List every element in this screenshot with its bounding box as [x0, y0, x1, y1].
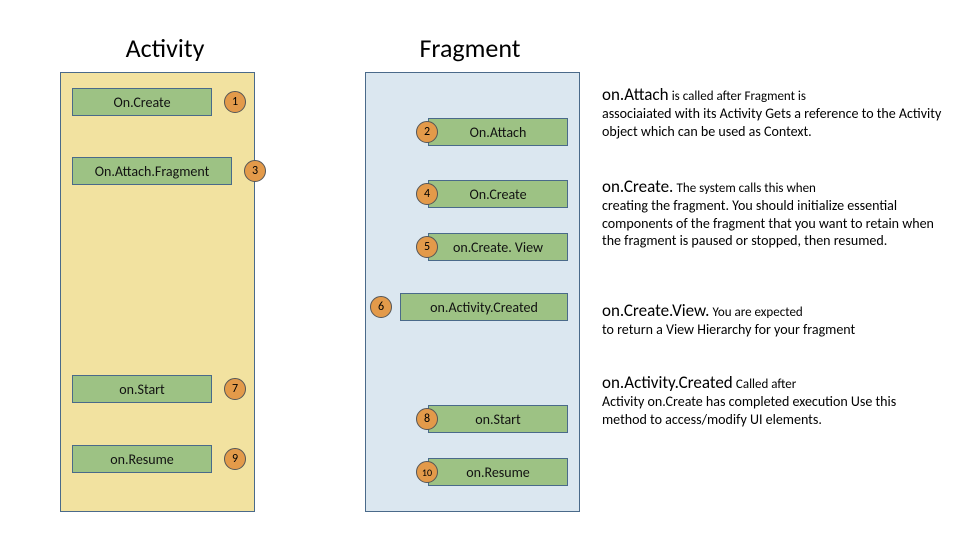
description-term: on.Create.View. — [602, 300, 709, 321]
description-block: on.Activity.Created Called afterActivity… — [602, 372, 942, 428]
description-sub: The system calls this when — [677, 181, 816, 196]
sequence-badge: 6 — [370, 296, 392, 318]
fragment-step: On.Create — [428, 180, 568, 208]
description-body: creating the fragment. You should initia… — [602, 197, 934, 249]
sequence-badge: 4 — [416, 183, 438, 205]
description-sub: is called after Fragment is — [672, 89, 806, 104]
sequence-badge: 3 — [244, 160, 266, 182]
fragment-step: on.Start — [428, 405, 568, 433]
description-block: on.Create.View. You are expectedto retur… — [602, 300, 942, 339]
description-sub: Called after — [736, 377, 796, 392]
activity-step: on.Start — [72, 375, 212, 403]
description-block: on.Attach is called after Fragment isass… — [602, 84, 942, 140]
sequence-badge: 8 — [416, 408, 438, 430]
fragment-step: on.Resume — [428, 458, 568, 486]
description-body: to return a View Hierarchy for your frag… — [602, 321, 855, 338]
sequence-badge: 9 — [224, 448, 246, 470]
description-body: associaiated with its Activity Gets a re… — [602, 105, 941, 140]
description-term: on.Activity.Created — [602, 372, 733, 393]
sequence-badge: 7 — [224, 378, 246, 400]
description-term: on.Create. — [602, 176, 673, 197]
description-sub: You are expected — [713, 305, 803, 320]
activity-title: Activity — [90, 32, 240, 64]
fragment-step: on.Activity.Created — [400, 293, 568, 321]
fragment-step: On.Attach — [428, 118, 568, 146]
fragment-title: Fragment — [385, 32, 555, 64]
activity-step: on.Resume — [72, 445, 212, 473]
activity-step: On.Create — [72, 88, 212, 116]
sequence-badge: 1 — [224, 91, 246, 113]
sequence-badge: 5 — [416, 236, 438, 258]
sequence-badge: 2 — [416, 121, 438, 143]
description-block: on.Create. The system calls this whencre… — [602, 176, 942, 250]
activity-step: On.Attach.Fragment — [72, 157, 232, 185]
description-term: on.Attach — [602, 84, 669, 105]
fragment-step: on.Create. View — [428, 233, 568, 261]
description-body: Activity on.Create has completed executi… — [602, 393, 896, 428]
sequence-badge: 10 — [416, 461, 438, 483]
